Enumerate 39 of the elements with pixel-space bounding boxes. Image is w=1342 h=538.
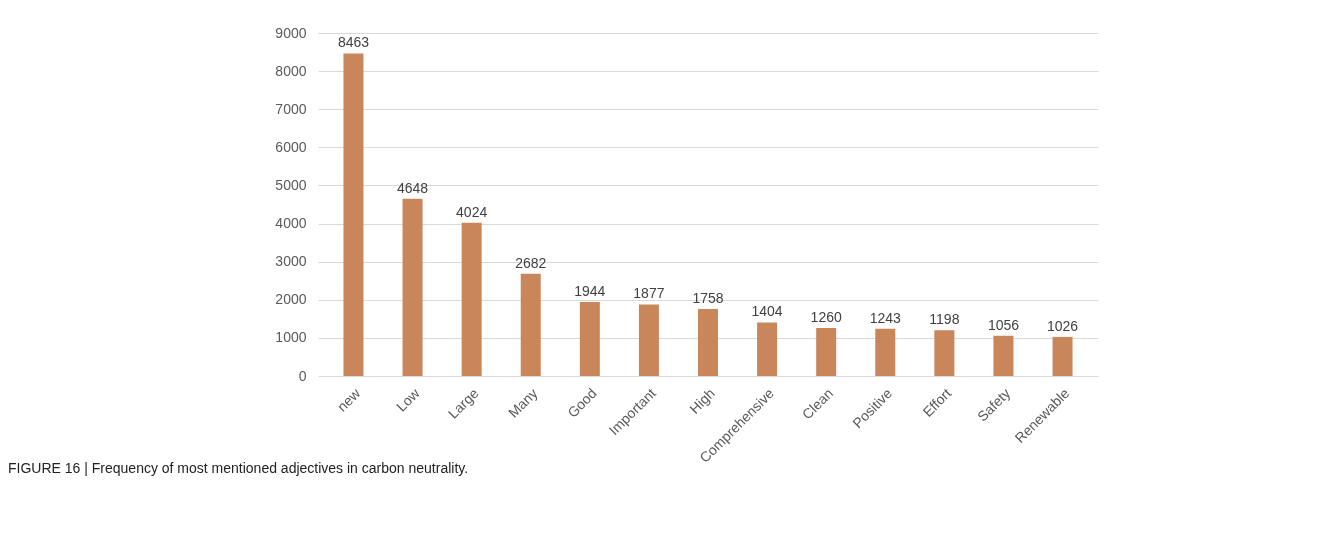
y-tick-label: 0 bbox=[298, 367, 307, 384]
bar bbox=[638, 304, 659, 376]
bar bbox=[579, 301, 600, 376]
y-tick-label: 4000 bbox=[275, 215, 307, 232]
data-label: 4024 bbox=[456, 203, 488, 220]
bar bbox=[816, 327, 837, 376]
data-label: 1260 bbox=[810, 308, 842, 325]
x-tick-label: Low bbox=[392, 384, 424, 415]
y-tick-label: 6000 bbox=[275, 138, 307, 155]
data-label: 1944 bbox=[574, 282, 606, 299]
bar bbox=[757, 322, 778, 376]
data-label: 8463 bbox=[337, 34, 370, 51]
data-label: 2682 bbox=[515, 254, 547, 271]
bar bbox=[934, 330, 955, 376]
bar bbox=[875, 328, 896, 376]
data-label: 1404 bbox=[751, 303, 783, 320]
y-tick-label: 8000 bbox=[275, 62, 307, 79]
y-tick-label: 2000 bbox=[275, 291, 307, 308]
data-label: 4648 bbox=[396, 179, 429, 196]
data-label: 1026 bbox=[1046, 317, 1079, 334]
bar bbox=[461, 222, 482, 376]
y-tick-label: 5000 bbox=[275, 176, 307, 193]
bar bbox=[520, 273, 541, 376]
y-tick-label: 7000 bbox=[275, 100, 307, 117]
data-label: 1877 bbox=[633, 285, 665, 302]
y-tick-label: 9000 bbox=[275, 24, 307, 41]
bar bbox=[402, 198, 423, 376]
bar bbox=[993, 335, 1014, 376]
caption: FIGURE 16 | Frequency of most mentioned adjectives in carbon neutrality. bbox=[8, 460, 469, 476]
y-tick-label: 1000 bbox=[275, 329, 307, 346]
data-label: 1198 bbox=[929, 311, 960, 328]
x-tick-label: new bbox=[333, 384, 364, 415]
bar bbox=[698, 309, 718, 376]
data-label: 1243 bbox=[869, 309, 902, 326]
data-label: 1056 bbox=[987, 316, 1020, 333]
data-label: 1758 bbox=[692, 290, 724, 306]
y-tick-label: 3000 bbox=[275, 253, 307, 270]
bar bbox=[343, 53, 364, 376]
bar bbox=[1052, 336, 1073, 376]
